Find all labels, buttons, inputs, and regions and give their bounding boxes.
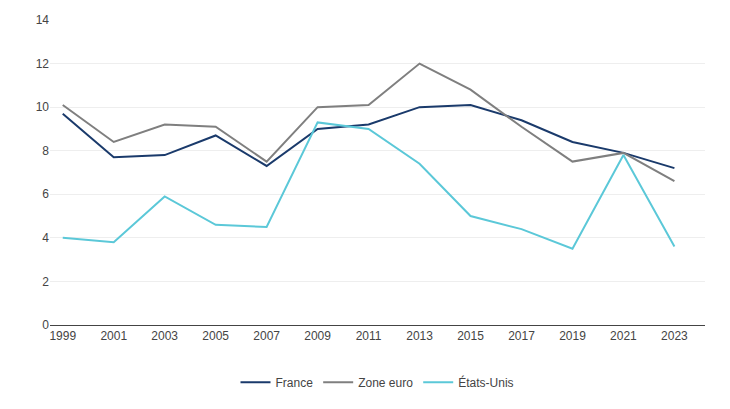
svg-text:8: 8 bbox=[42, 144, 49, 158]
svg-text:2005: 2005 bbox=[202, 329, 229, 343]
svg-text:12: 12 bbox=[36, 57, 50, 71]
svg-text:Zone euro: Zone euro bbox=[358, 376, 413, 390]
svg-text:2007: 2007 bbox=[253, 329, 280, 343]
svg-text:2011: 2011 bbox=[356, 329, 382, 343]
svg-text:2019: 2019 bbox=[559, 329, 586, 343]
svg-text:France: France bbox=[276, 376, 314, 390]
svg-text:0: 0 bbox=[42, 318, 49, 332]
svg-text:10: 10 bbox=[36, 100, 50, 114]
svg-text:États-Unis: États-Unis bbox=[458, 375, 513, 390]
svg-text:4: 4 bbox=[42, 231, 49, 245]
svg-text:14: 14 bbox=[36, 13, 50, 27]
svg-text:2003: 2003 bbox=[151, 329, 178, 343]
svg-text:2009: 2009 bbox=[304, 329, 331, 343]
svg-text:6: 6 bbox=[42, 187, 49, 201]
svg-text:2017: 2017 bbox=[508, 329, 535, 343]
svg-text:2015: 2015 bbox=[457, 329, 484, 343]
svg-text:2: 2 bbox=[42, 275, 49, 289]
svg-text:2023: 2023 bbox=[661, 329, 688, 343]
svg-text:2021: 2021 bbox=[610, 329, 637, 343]
svg-text:2001: 2001 bbox=[100, 329, 127, 343]
svg-text:2013: 2013 bbox=[406, 329, 433, 343]
svg-text:1999: 1999 bbox=[49, 329, 76, 343]
